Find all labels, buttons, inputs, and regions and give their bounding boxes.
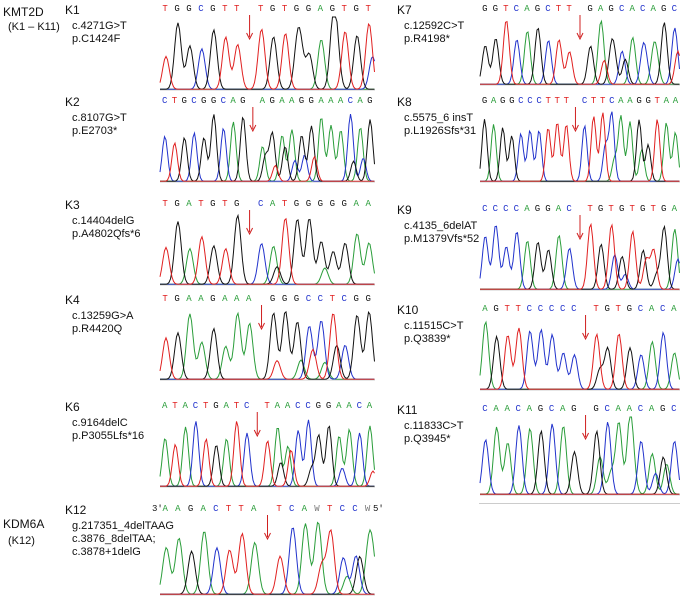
mutation: p.Q3839* xyxy=(404,333,451,345)
mutation-arrowhead xyxy=(572,124,579,133)
trace xyxy=(159,217,375,285)
trace xyxy=(480,112,680,182)
panel-label: K9 xyxy=(397,203,412,217)
mutation: p.R4420Q xyxy=(72,323,123,335)
trace xyxy=(160,528,375,595)
mutation: c.12592C>T xyxy=(404,20,465,32)
mutation: p.Q3945* xyxy=(404,433,451,445)
trace xyxy=(160,141,375,182)
mutation-arrowhead xyxy=(582,432,590,441)
mutation: c.11833C>T xyxy=(404,420,464,432)
mutation: c.9164delC xyxy=(72,417,128,429)
gene-range: (K12) xyxy=(8,535,35,547)
panel-label: K1 xyxy=(65,3,80,17)
trace xyxy=(160,421,375,487)
mutation-arrowhead xyxy=(253,429,261,438)
strand-end: 5' xyxy=(373,504,384,514)
trace xyxy=(480,20,680,85)
mutation: g.217351_4delTAAG xyxy=(72,520,174,532)
mutation-arrowhead xyxy=(258,322,265,331)
mutation-arrowhead xyxy=(264,532,271,541)
mutation: c.13259G>A xyxy=(72,310,134,322)
divider xyxy=(479,503,680,504)
mutation: p.L1926Sfs*31 xyxy=(404,125,476,137)
mutation: c.3876_8delTAA; xyxy=(72,533,156,545)
mutation: p.E2703* xyxy=(72,125,118,137)
gene-range: (K1 – K11) xyxy=(8,21,60,33)
mutation: c.3878+1delG xyxy=(72,546,141,558)
gene-label: KMT2D xyxy=(3,5,44,19)
mutation: c.14404delG xyxy=(72,215,134,227)
panel-label: K2 xyxy=(65,95,80,109)
trace xyxy=(160,16,375,90)
strand-start: 3' xyxy=(152,504,163,514)
mutation: p.R4198* xyxy=(404,33,451,45)
mutation: c.4135_6delAT xyxy=(404,220,477,232)
mutation-arrowhead xyxy=(576,32,584,41)
trace xyxy=(159,313,375,380)
mutation-arrowhead xyxy=(582,332,590,341)
panel-label: K3 xyxy=(65,198,80,212)
panel-label: K4 xyxy=(65,293,80,307)
mutation: c.8107G>T xyxy=(72,112,127,124)
panel-label: K6 xyxy=(65,400,80,414)
gene-label: KDM6A xyxy=(3,517,44,531)
panel-label: K8 xyxy=(397,95,412,109)
mutation: p.A4802Qfs*6 xyxy=(72,228,141,240)
mutation-arrowhead xyxy=(246,32,254,41)
mutation-arrowhead xyxy=(246,227,254,236)
panel-label: K11 xyxy=(397,403,418,417)
panel-label: K7 xyxy=(397,3,412,17)
mutation: c.5575_6 insT xyxy=(404,112,473,124)
trace xyxy=(480,222,680,290)
mutation-arrowhead xyxy=(576,232,584,241)
panel-label: K10 xyxy=(397,303,419,317)
mutation: p.M1379Vfs*52 xyxy=(404,233,479,245)
mutation: p.C1424F xyxy=(72,33,121,45)
mutation: p.P3055Lfs*16 xyxy=(72,430,144,442)
panel-label: K12 xyxy=(65,503,87,517)
mutation: c.4271G>T xyxy=(72,20,127,32)
mutation: c.11515C>T xyxy=(404,320,464,332)
trace xyxy=(480,327,680,390)
mutation-arrowhead xyxy=(249,124,257,133)
trace xyxy=(159,22,375,90)
